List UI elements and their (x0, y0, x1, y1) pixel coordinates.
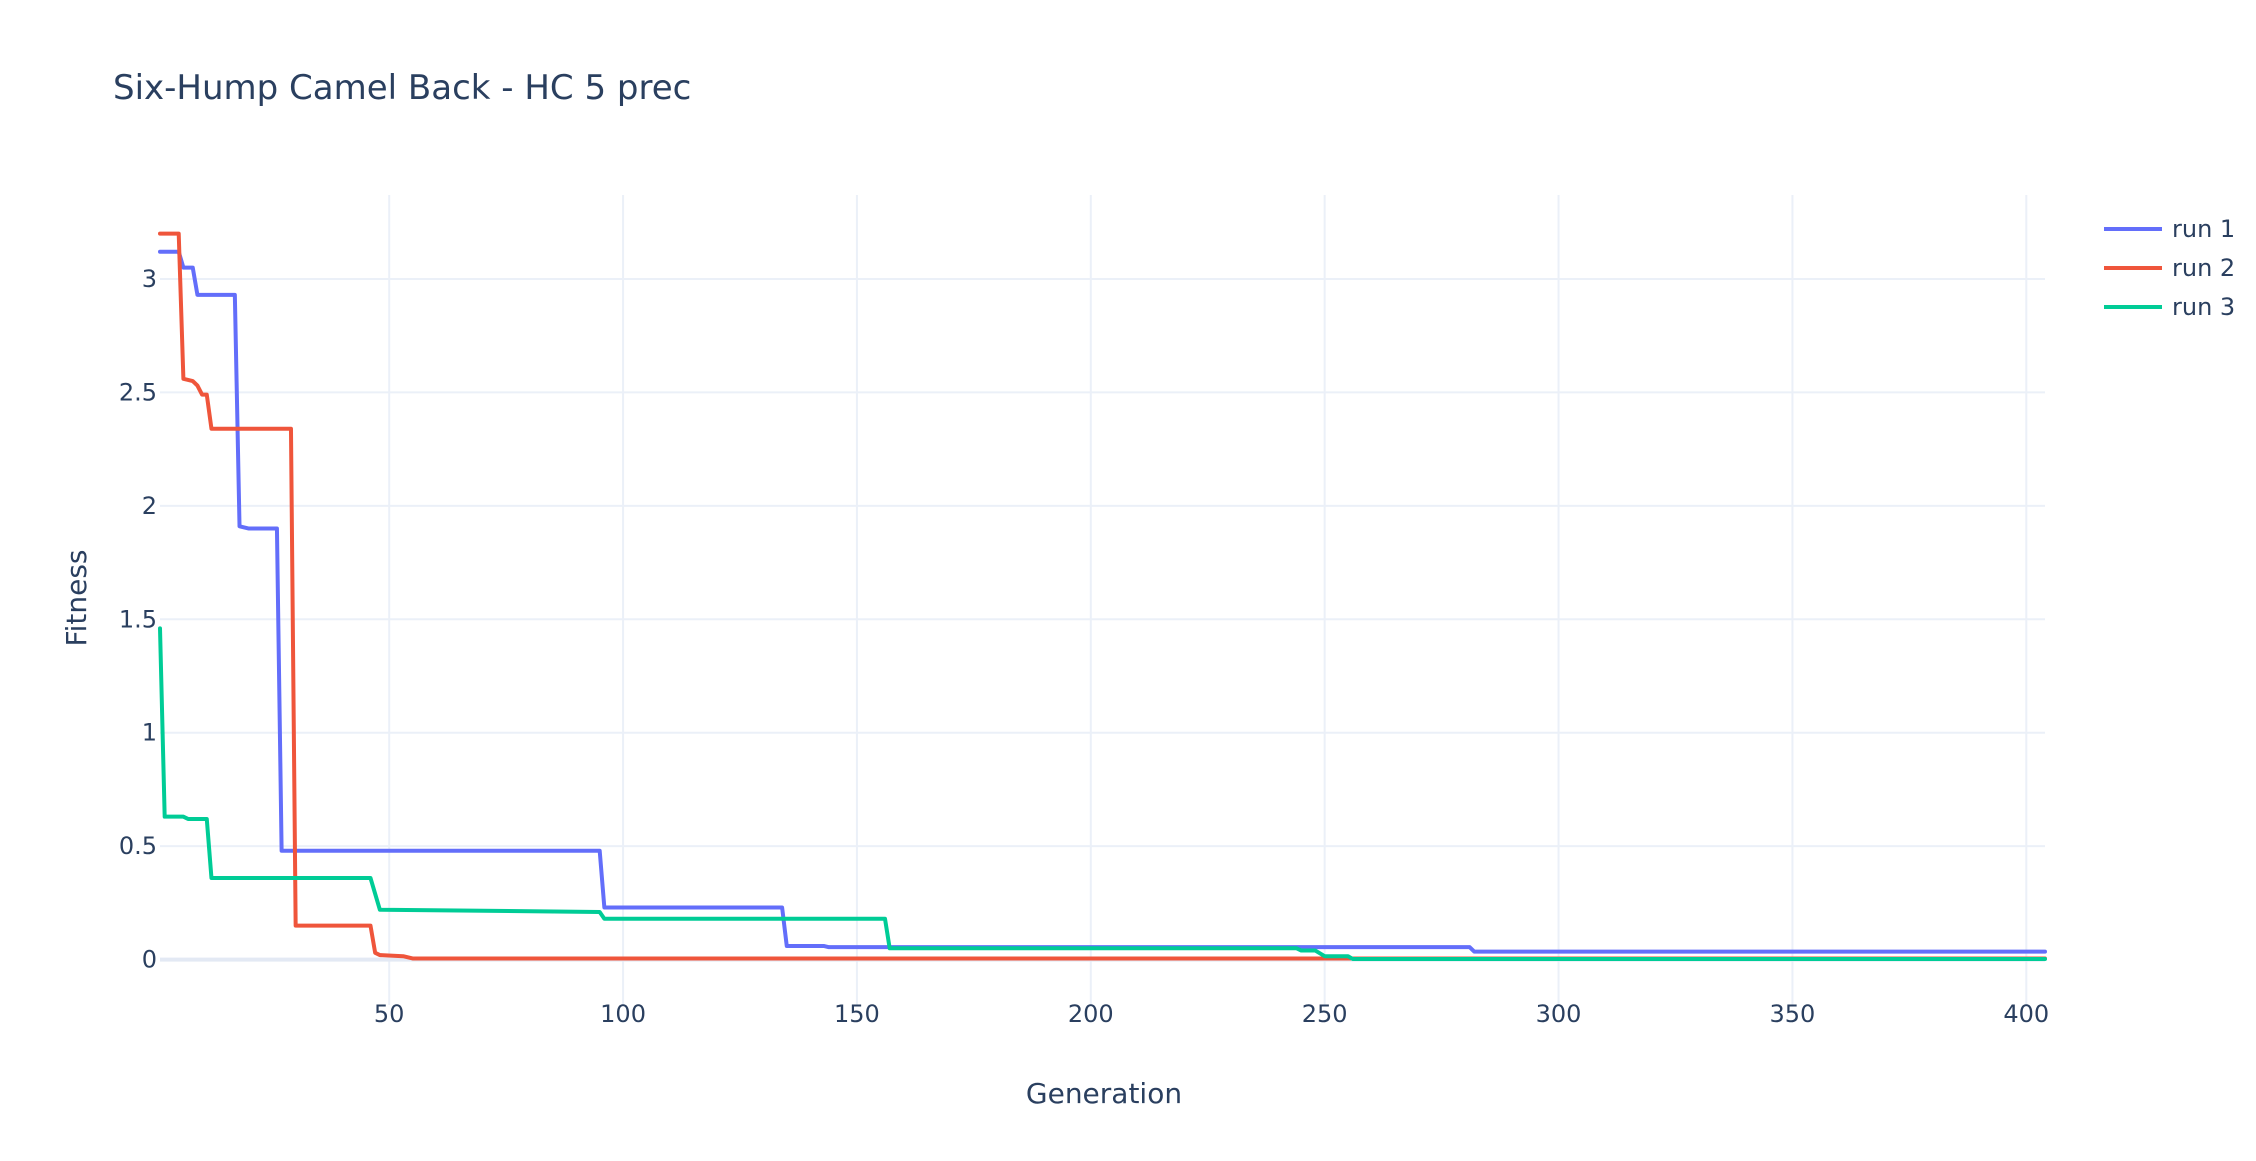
x-tick-label: 150 (834, 1000, 880, 1028)
tick-labels: 50 100 150 200 250 300 350 400 0 0.5 1 1.5 2 2.5 3 (119, 265, 2049, 1028)
y-tick-label: 2 (142, 492, 157, 520)
x-tick-label: 350 (1770, 1000, 1816, 1028)
y-tick-label: 1 (142, 719, 157, 747)
x-tick-label: 100 (600, 1000, 646, 1028)
x-tick-label: 400 (2003, 1000, 2049, 1028)
chart-title: Six-Hump Camel Back - HC 5 prec (113, 68, 691, 108)
legend-item-run-2[interactable]: run 2 (2104, 254, 2235, 282)
y-tick-label: 3 (142, 265, 157, 293)
y-axis-title: Fitness (60, 550, 93, 647)
series-line-run-2 (158, 231, 2047, 961)
series-line-run-1 (158, 249, 2047, 954)
legend-label: run 3 (2172, 293, 2235, 321)
y-tick-label: 2.5 (119, 378, 157, 406)
legend-item-run-3[interactable]: run 3 (2104, 293, 2235, 321)
x-tick-label: 50 (374, 1000, 405, 1028)
y-tick-label: 0.5 (119, 832, 157, 860)
x-tick-label: 250 (1302, 1000, 1348, 1028)
y-tick-label: 1.5 (119, 605, 157, 633)
legend[interactable]: run 1 run 2 run 3 (2104, 215, 2235, 321)
legend-label: run 2 (2172, 254, 2235, 282)
legend-label: run 1 (2172, 215, 2235, 243)
x-axis-title: Generation (1026, 1077, 1182, 1110)
grid-layer (160, 195, 2045, 1005)
series-layer (158, 231, 2047, 961)
x-tick-label: 300 (1536, 1000, 1582, 1028)
x-tick-label: 200 (1068, 1000, 1114, 1028)
y-tick-label: 0 (142, 946, 157, 974)
legend-item-run-1[interactable]: run 1 (2104, 215, 2235, 243)
series-line-run-3 (158, 626, 2047, 961)
